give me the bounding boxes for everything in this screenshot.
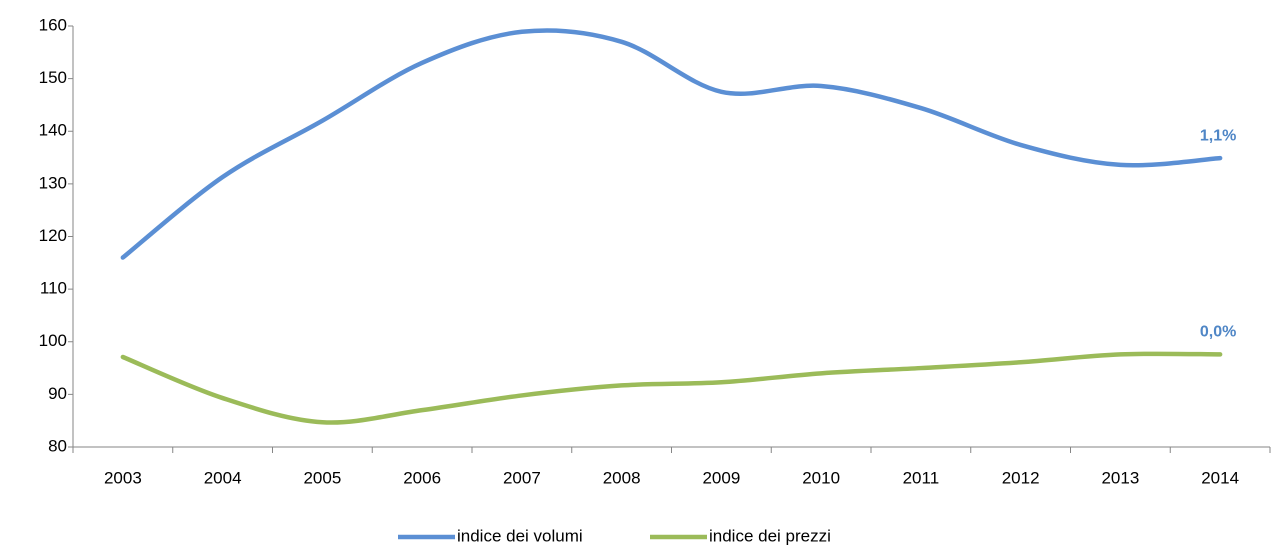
y-tick-label: 150	[39, 68, 67, 87]
y-tick-label: 160	[39, 15, 67, 34]
x-tick-label: 2003	[104, 468, 142, 487]
end-label: 1,1%	[1200, 127, 1236, 144]
line	[120, 351, 1223, 425]
y-tick-label: 100	[39, 331, 67, 350]
x-tick-label: 2004	[204, 468, 242, 487]
legend-label: indice dei prezzi	[709, 526, 831, 545]
x-tick-label: 2008	[603, 468, 641, 487]
x-tick-label: 2014	[1201, 468, 1239, 487]
x-tick-label: 2013	[1101, 468, 1139, 487]
y-tick-label: 110	[40, 279, 67, 298]
x-tick-label: 2007	[503, 468, 541, 487]
line	[120, 28, 1223, 260]
y-tick-label: 130	[39, 173, 67, 192]
legend-label: indice dei volumi	[457, 526, 583, 545]
end-label: 0,0%	[1200, 324, 1236, 341]
x-tick-label: 2011	[903, 468, 940, 487]
y-tick-label: 120	[39, 226, 67, 245]
x-tick-label: 2009	[702, 468, 740, 487]
x-tick-label: 2006	[403, 468, 441, 487]
x-tick-label: 2010	[802, 468, 840, 487]
x-tick-label: 2012	[1002, 468, 1040, 487]
y-tick-label: 140	[39, 121, 67, 140]
y-tick-label: 90	[48, 384, 67, 403]
y-tick-label: 80	[48, 436, 67, 455]
x-tick-label: 2005	[303, 468, 341, 487]
